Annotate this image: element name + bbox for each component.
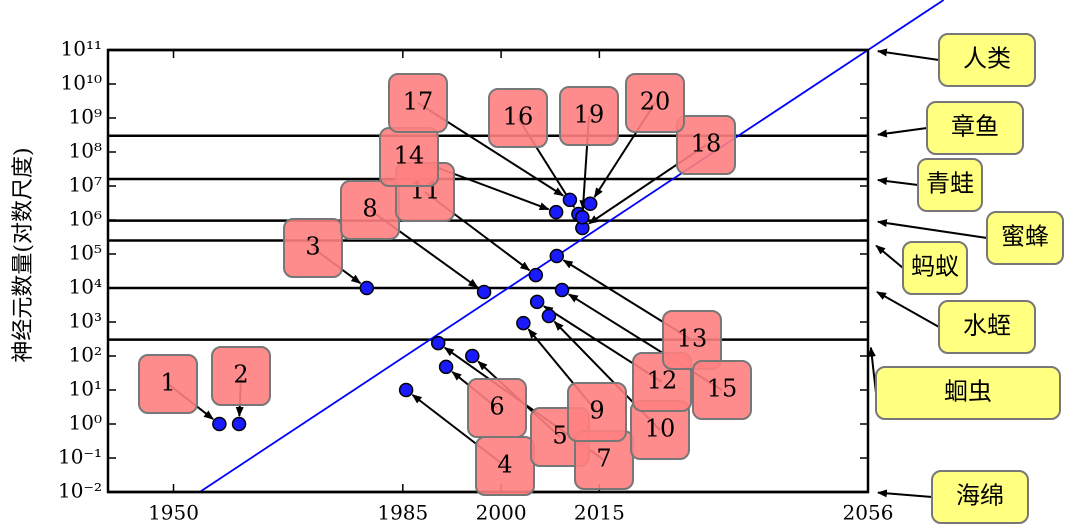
label-box (662, 310, 722, 370)
point-label: 4 (497, 451, 512, 479)
y-tick-label: 10⁸ (69, 139, 102, 163)
y-tick-label: 10² (69, 343, 102, 367)
y-tick-label: 10³ (69, 309, 102, 333)
reference-label: 章鱼 (951, 113, 999, 141)
data-point (231, 416, 247, 432)
trend-line (199, 0, 945, 493)
reference-arrow (875, 244, 904, 269)
label-box (211, 346, 271, 406)
point-label: 18 (691, 130, 722, 158)
data-point (549, 248, 565, 264)
x-tick-label: 2056 (843, 501, 894, 525)
point-label: 20 (640, 88, 671, 116)
reference-box (926, 101, 1024, 155)
label-box (692, 360, 752, 420)
y-tick-label: 10¹ (69, 377, 102, 401)
reference-arrow (876, 489, 933, 498)
reference-box (931, 470, 1029, 524)
x-tick-label: 1985 (377, 501, 428, 525)
point-label: 15 (707, 375, 738, 403)
label-box (283, 218, 343, 278)
reference-box (938, 300, 1036, 354)
label-box (559, 86, 619, 146)
data-point (476, 284, 492, 300)
data-point (465, 348, 480, 364)
label-box (488, 88, 548, 148)
point-label: 14 (394, 142, 425, 170)
x-tick-label: 2000 (476, 501, 527, 525)
x-tick-label: 1950 (148, 501, 199, 525)
reference-label: 蜜蜂 (1001, 223, 1049, 251)
y-tick-label: 10⁴ (69, 275, 102, 299)
reference-arrow (876, 127, 928, 138)
data-point (398, 382, 414, 398)
point-label: 7 (596, 445, 611, 473)
point-label: 16 (503, 103, 534, 131)
reference-arrow (876, 219, 988, 239)
y-tick-label: 10⁻² (58, 479, 102, 503)
label-box (467, 378, 527, 438)
reference-arrow (876, 291, 940, 328)
data-point (554, 282, 570, 298)
reference-box (986, 211, 1064, 265)
reference-label: 蚂蚁 (911, 253, 959, 281)
point-label: 9 (589, 397, 604, 425)
y-tick-label: 10¹¹ (61, 37, 102, 61)
data-point (430, 335, 446, 351)
data-point (212, 416, 227, 432)
point-label: 10 (645, 415, 676, 443)
label-box (138, 354, 198, 414)
label-box (388, 73, 448, 133)
point-label: 13 (677, 325, 708, 353)
reference-box (917, 158, 983, 212)
reference-label: 海绵 (956, 482, 1004, 510)
point-label: 2 (233, 361, 248, 389)
x-tick-label: 2015 (574, 501, 625, 525)
reference-box (938, 33, 1036, 87)
reference-label: 青蛙 (926, 170, 974, 198)
data-point (528, 267, 544, 283)
reference-label: 蛔虫 (944, 378, 992, 406)
label-box (625, 73, 685, 133)
data-point (438, 359, 454, 375)
data-point (359, 280, 375, 296)
reference-label: 水蛭 (963, 312, 1011, 340)
y-tick-label: 10⁵ (69, 241, 102, 265)
point-label: 19 (574, 101, 605, 129)
y-tick-label: 10⁷ (69, 173, 102, 197)
data-point (541, 308, 557, 324)
point-label: 12 (647, 367, 678, 395)
data-point (582, 196, 598, 212)
data-point (575, 210, 590, 225)
y-tick-label: 10⁶ (69, 207, 102, 231)
point-label: 8 (362, 195, 377, 223)
reference-box (875, 366, 1061, 420)
data-point (516, 315, 531, 331)
label-box (676, 115, 736, 175)
reference-arrow (876, 48, 940, 61)
data-point (529, 294, 545, 310)
point-label: 1 (160, 369, 175, 397)
data-point (562, 192, 578, 208)
reference-box (902, 241, 968, 295)
point-label: 6 (489, 393, 504, 421)
point-label: 5 (552, 422, 567, 450)
y-tick-label: 10⁰ (69, 411, 102, 435)
y-tick-label: 10⁻¹ (58, 445, 102, 469)
data-point (548, 204, 564, 220)
point-label: 3 (305, 233, 320, 261)
reference-arrow (876, 177, 919, 186)
y-tick-label: 10¹⁰ (61, 71, 102, 95)
y-axis-label: 神经元数量(对数尺度) (11, 147, 36, 362)
point-label: 17 (403, 88, 434, 116)
label-box (567, 382, 627, 442)
y-tick-label: 10⁹ (69, 105, 102, 129)
reference-label: 人类 (963, 45, 1011, 73)
